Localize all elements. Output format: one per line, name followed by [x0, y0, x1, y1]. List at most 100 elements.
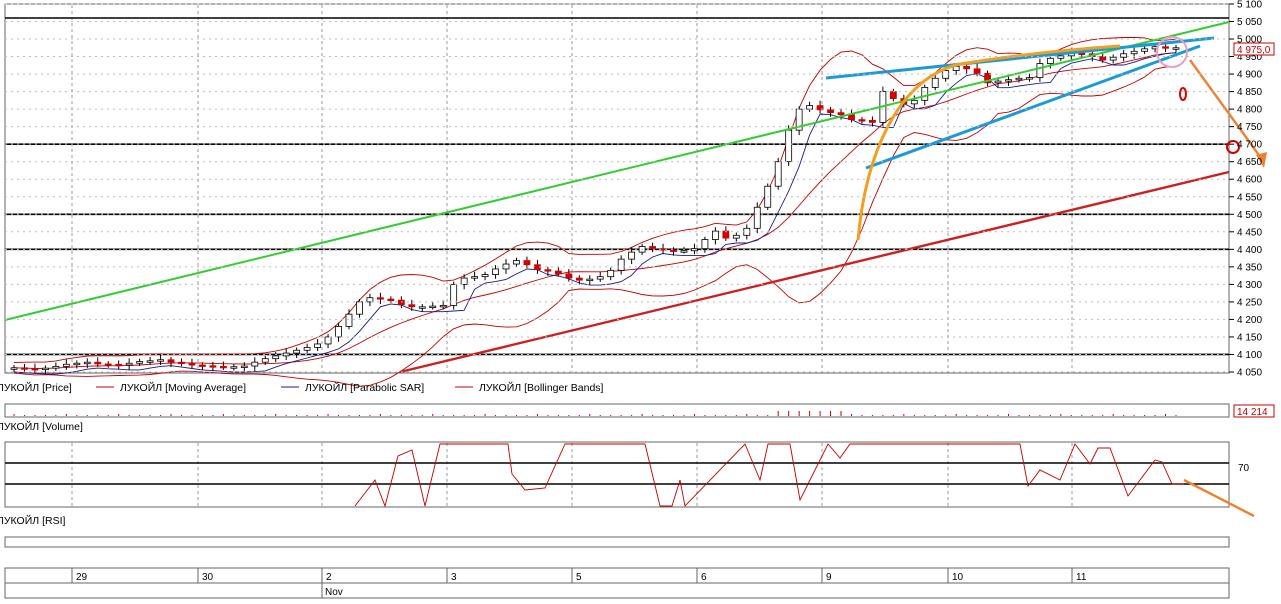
candle-up — [680, 250, 688, 253]
down-arrow-line — [1189, 59, 1265, 163]
candle-up — [1172, 47, 1180, 50]
blue-upper-line — [825, 36, 1215, 80]
candle-down — [889, 91, 897, 100]
candle-up — [691, 248, 698, 252]
candle-up — [607, 269, 615, 278]
candle-up — [1120, 53, 1128, 58]
candle-up — [230, 366, 238, 369]
candle-down — [544, 269, 552, 272]
y-tick-label: 4 550 — [1237, 192, 1262, 203]
candle-down — [397, 299, 405, 306]
candle-up — [335, 326, 342, 338]
day-label: 29 — [76, 572, 88, 583]
candle-down — [115, 363, 123, 367]
candle-down — [104, 363, 112, 366]
rsi-down-arrow — [1183, 478, 1255, 518]
y-tick-label: 5 100 — [1237, 0, 1262, 10]
candle-up — [42, 367, 49, 371]
day-label: 10 — [952, 572, 964, 583]
y-tick-label: 4 750 — [1237, 122, 1262, 133]
parabolic-sar — [13, 52, 1177, 375]
candle-down — [973, 68, 981, 74]
legend-price: ЛУКОЙЛ [Price] — [0, 381, 72, 394]
rsi-level-label: 70 — [1238, 463, 1250, 474]
candle-up — [711, 230, 719, 240]
red-level-circle — [1226, 140, 1240, 154]
candle-down — [670, 249, 677, 252]
y-tick-label: 4 650 — [1237, 157, 1262, 168]
candle-up — [460, 277, 468, 285]
candle-up — [513, 260, 520, 265]
red-trendline — [399, 170, 1230, 374]
y-tick-label: 4 450 — [1237, 227, 1262, 238]
price-panel — [4, 3, 1230, 374]
candle-up — [261, 358, 269, 363]
candle-up — [785, 129, 793, 163]
y-tick-label: 4 050 — [1237, 368, 1262, 379]
candle-up — [73, 362, 81, 366]
candle-up — [10, 367, 18, 370]
y-tick-label: 5 050 — [1237, 17, 1262, 28]
candle-down — [209, 365, 217, 368]
candle-down — [722, 230, 730, 239]
y-tick-label: 5 000 — [1237, 35, 1262, 46]
candle-up — [1026, 77, 1033, 80]
y-tick-label: 4 800 — [1237, 105, 1262, 116]
candle-down — [963, 65, 971, 70]
candle-up — [753, 206, 761, 229]
candle-up — [471, 276, 479, 279]
candle-up — [439, 305, 447, 308]
candle-up — [418, 306, 426, 309]
candle-up — [994, 80, 1002, 84]
candle-up — [146, 360, 154, 363]
candle-up — [481, 274, 489, 278]
y-tick-label: 4 150 — [1237, 332, 1262, 343]
y-tick-label: 4 100 — [1237, 350, 1262, 361]
candle-down — [408, 304, 416, 308]
candle-up — [795, 108, 803, 131]
candle-down — [837, 112, 845, 116]
candle-up — [1109, 56, 1117, 61]
candle-up — [586, 278, 594, 282]
candle-up — [240, 365, 248, 368]
candle-up — [345, 313, 353, 327]
candle-down — [387, 298, 395, 301]
legend: ЛУКОЙЛ [Price] ЛУКОЙЛ [Moving Average] Л… — [0, 381, 604, 527]
day-label: 3 — [451, 572, 457, 583]
candle-down — [554, 270, 562, 275]
day-label: 9 — [826, 572, 832, 583]
candle-down — [376, 297, 384, 300]
y-tick-label: 4 850 — [1237, 87, 1262, 98]
last-price-label: 4 975,0 — [1237, 45, 1271, 56]
scrollbar[interactable] — [4, 536, 1230, 548]
candle-up — [732, 234, 740, 239]
candle-down — [94, 361, 102, 365]
blue-lower-line — [865, 44, 1201, 170]
candle-up — [324, 336, 332, 345]
candle-up — [492, 268, 499, 275]
candle-up — [62, 363, 70, 367]
y-tick-label: 4 500 — [1237, 210, 1262, 221]
green-trendline — [4, 21, 1230, 321]
candle-up — [628, 251, 636, 260]
candle-up — [157, 359, 164, 362]
candle-down — [178, 361, 185, 365]
candle-down — [848, 114, 855, 121]
candle-down — [649, 246, 656, 250]
down-arrow-head — [1256, 152, 1267, 168]
candle-up — [83, 361, 91, 365]
candle-up — [282, 352, 290, 357]
candle-down — [21, 367, 28, 370]
candle-up — [52, 365, 60, 369]
candle-up — [251, 361, 259, 367]
y-tick-label: 4 350 — [1237, 262, 1262, 273]
orange-arc — [856, 44, 1121, 241]
candle-down — [1162, 46, 1169, 49]
candle-up — [1005, 79, 1012, 82]
volume-tag — [1233, 404, 1275, 418]
candle-up — [921, 86, 929, 101]
candle-down — [31, 368, 39, 371]
candle-up — [136, 361, 144, 364]
candle-up — [931, 77, 939, 88]
candle-up — [1046, 57, 1054, 64]
